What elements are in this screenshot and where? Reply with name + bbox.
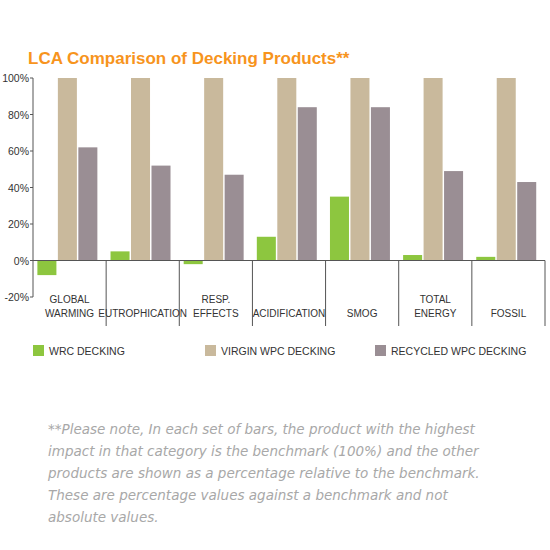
bar	[184, 261, 203, 265]
bar	[78, 147, 97, 260]
y-tick-label: 100%	[2, 72, 29, 84]
group-separator	[471, 261, 472, 327]
y-tick	[30, 114, 33, 115]
bar	[298, 107, 317, 260]
bars	[37, 78, 536, 275]
y-tick	[30, 78, 33, 79]
y-tick	[30, 224, 33, 225]
category-label: SMOG	[347, 308, 378, 319]
legend-label: VIRGIN WPC DECKING	[221, 345, 335, 357]
bar	[517, 182, 536, 260]
bar	[225, 175, 244, 261]
bar	[476, 257, 495, 261]
bar	[403, 255, 422, 260]
bar	[277, 78, 296, 261]
category-label: FOSSIL	[491, 308, 527, 319]
bar	[131, 78, 150, 261]
y-tick	[30, 260, 33, 261]
category-label: GLOBALWARMING	[45, 294, 94, 319]
bar	[58, 78, 77, 261]
legend-label: WRC DECKING	[49, 345, 125, 357]
legend-swatch	[33, 345, 44, 356]
chart-stage: LCA Comparison of Decking Products** -20%…	[0, 0, 550, 550]
legend-label: RECYCLED WPC DECKING	[391, 345, 526, 357]
y-tick	[30, 187, 33, 188]
bar	[444, 171, 463, 260]
y-tick	[30, 151, 33, 152]
bar	[350, 78, 369, 261]
y-tick-label: 80%	[8, 109, 29, 121]
zero-baseline	[33, 260, 545, 261]
chart-title: LCA Comparison of Decking Products**	[28, 49, 350, 68]
category-label: TOTALENERGY	[414, 294, 457, 319]
category-label: RESP.EFFECTS	[193, 294, 239, 319]
y-tick-label: -20%	[4, 291, 29, 303]
bar	[424, 78, 443, 261]
category-label: EUTROPHICATION	[98, 308, 187, 319]
y-tick-label: 20%	[8, 218, 29, 230]
footnote: **Please note, In each set of bars, the …	[48, 418, 510, 528]
bar	[371, 107, 390, 260]
bar	[204, 78, 223, 261]
bar	[497, 78, 516, 261]
legend-swatch	[375, 345, 386, 356]
group-separator	[545, 261, 546, 327]
bar	[330, 197, 349, 261]
legend-swatch	[205, 345, 216, 356]
category-label: ACIDIFICATION	[253, 308, 326, 319]
y-tick-label: 60%	[8, 145, 29, 157]
bar	[111, 251, 130, 260]
bar	[37, 261, 56, 276]
bar	[257, 237, 276, 261]
bar	[151, 166, 170, 261]
y-tick	[30, 297, 33, 298]
y-tick-label: 0%	[14, 255, 29, 267]
y-tick-label: 40%	[8, 182, 29, 194]
group-separator	[398, 261, 399, 327]
